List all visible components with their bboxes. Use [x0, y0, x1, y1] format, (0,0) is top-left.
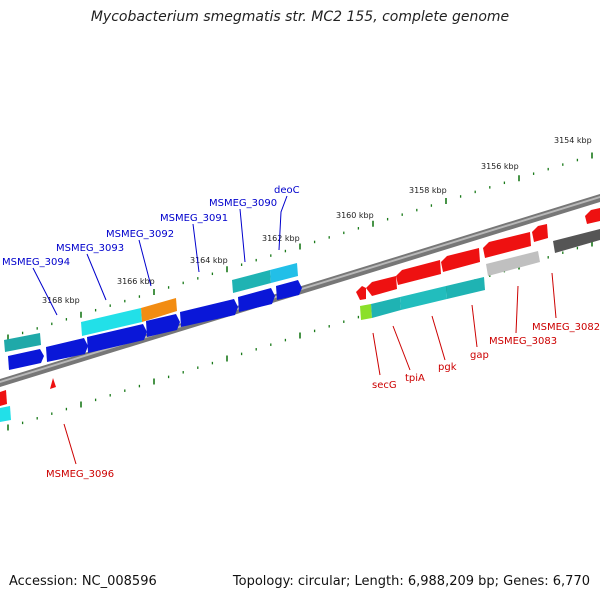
gene-arrow-red[interactable] [0, 390, 7, 406]
gene-arrow-blue[interactable] [238, 288, 275, 312]
gene-block-lime[interactable] [360, 304, 372, 320]
gene-block-teal[interactable] [446, 277, 485, 299]
gene-arrow-red[interactable] [441, 248, 480, 272]
gene-block-lightgray[interactable] [486, 251, 540, 276]
gene-arrow-red[interactable] [366, 276, 397, 296]
forward-leaders [32, 195, 288, 316]
accession-text: Accession: NC_008596 [9, 574, 157, 589]
reverse-leaders [63, 272, 557, 465]
gene-label-secg[interactable]: secG [372, 380, 397, 391]
gene-label-msmeg-3083[interactable]: MSMEG_3083 [489, 336, 557, 347]
gene-label-msmeg-3092[interactable]: MSMEG_3092 [106, 229, 174, 240]
gene-block-cyan[interactable] [0, 406, 11, 422]
map-title: Mycobacterium smegmatis str. MC2 155, co… [90, 9, 510, 25]
tick-label-3162: 3162 kbp [262, 234, 300, 243]
gene-arrow-blue[interactable] [87, 324, 147, 353]
reverse-gene-labels: MSMEG_3096 secG tpiA pgk gap MSMEG_3083 … [46, 322, 600, 480]
gene-arrow-blue[interactable] [180, 299, 238, 327]
gene-label-msmeg-3094[interactable]: MSMEG_3094 [2, 257, 70, 268]
tick-label-3158: 3158 kbp [409, 186, 447, 195]
gene-label-msmeg-3096[interactable]: MSMEG_3096 [46, 469, 114, 480]
genome-summary: Topology: circular; Length: 6,988,209 bp… [232, 574, 590, 589]
gene-arrow-red[interactable] [532, 224, 548, 242]
gene-arrow-red[interactable] [396, 260, 441, 285]
tick-label-3154: 3154 kbp [554, 136, 592, 145]
gene-label-msmeg-3093[interactable]: MSMEG_3093 [56, 243, 124, 254]
gene-arrow-blue[interactable] [46, 338, 88, 362]
gene-label-pgk[interactable]: pgk [438, 362, 457, 373]
reverse-strand-genes [356, 208, 600, 320]
gene-arrow-blue[interactable] [8, 349, 44, 370]
gene-block-cyan[interactable] [81, 308, 142, 336]
gene-arrow-red[interactable] [483, 232, 531, 258]
gene-block-teal[interactable] [4, 333, 41, 352]
gene-block-darkgray[interactable] [553, 229, 600, 253]
gene-label-msmeg-3090[interactable]: MSMEG_3090 [209, 198, 277, 209]
gene-block-teal[interactable] [232, 270, 271, 293]
gene-label-deoc[interactable]: deoC [274, 185, 300, 196]
gene-arrow-blue[interactable] [276, 280, 302, 300]
tick-label-3166: 3166 kbp [117, 277, 155, 286]
tick-label-3156: 3156 kbp [481, 162, 519, 171]
gene-label-gap[interactable]: gap [470, 350, 489, 361]
forward-gene-labels: MSMEG_3094 MSMEG_3093 MSMEG_3092 MSMEG_3… [2, 185, 300, 268]
gene-block-orange[interactable] [141, 298, 177, 322]
gene-arrow-blue[interactable] [146, 314, 180, 337]
gene-block-teal[interactable] [400, 286, 447, 310]
gene-block-sky[interactable] [270, 263, 298, 283]
tick-label-3164: 3164 kbp [190, 256, 228, 265]
scale-labels: 3154 kbp 3156 kbp 3158 kbp 3160 kbp 3162… [42, 136, 592, 305]
gene-label-tpia[interactable]: tpiA [405, 373, 425, 384]
forward-strand-genes [4, 263, 302, 370]
gene-label-msmeg-3091[interactable]: MSMEG_3091 [160, 213, 228, 224]
edge-genes [0, 378, 56, 422]
tick-label-3168: 3168 kbp [42, 296, 80, 305]
gene-marker-red[interactable] [50, 378, 56, 389]
gene-arrow-red[interactable] [356, 286, 366, 300]
gene-label-msmeg-3082[interactable]: MSMEG_3082 [532, 322, 600, 333]
tick-label-3160: 3160 kbp [336, 211, 374, 220]
gene-block-teal[interactable] [371, 297, 401, 318]
gene-arrow-red[interactable] [585, 208, 600, 224]
